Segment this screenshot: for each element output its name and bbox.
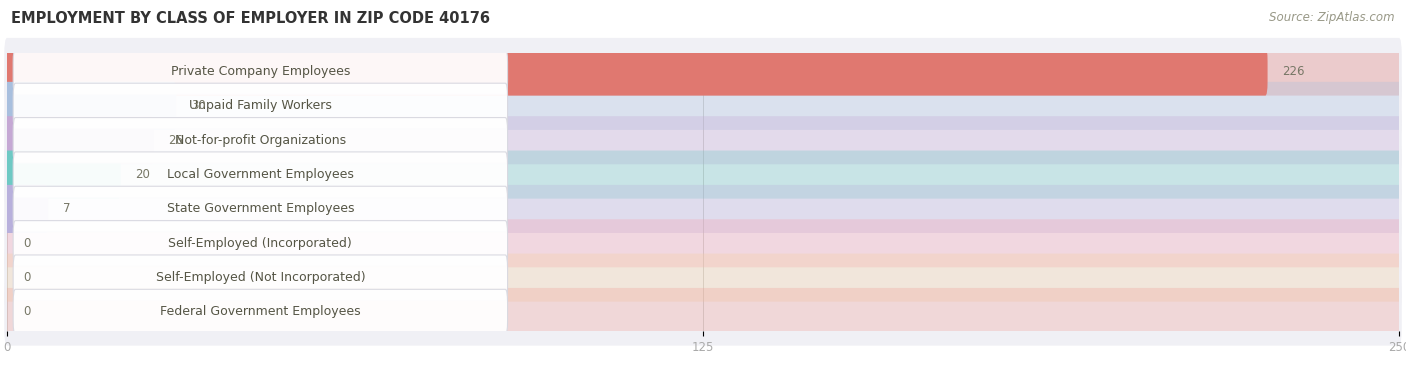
FancyBboxPatch shape	[4, 38, 1402, 105]
Text: Federal Government Employees: Federal Government Employees	[160, 305, 361, 318]
Text: 26: 26	[169, 134, 184, 147]
FancyBboxPatch shape	[4, 72, 1402, 139]
Text: Not-for-profit Organizations: Not-for-profit Organizations	[174, 134, 346, 147]
Text: State Government Employees: State Government Employees	[167, 202, 354, 215]
Text: 0: 0	[24, 305, 31, 318]
Text: 226: 226	[1282, 65, 1305, 78]
FancyBboxPatch shape	[4, 150, 121, 199]
FancyBboxPatch shape	[4, 47, 1402, 96]
FancyBboxPatch shape	[13, 221, 508, 266]
Text: EMPLOYMENT BY CLASS OF EMPLOYER IN ZIP CODE 40176: EMPLOYMENT BY CLASS OF EMPLOYER IN ZIP C…	[11, 11, 491, 26]
Text: Self-Employed (Incorporated): Self-Employed (Incorporated)	[169, 237, 353, 250]
FancyBboxPatch shape	[4, 244, 1402, 311]
FancyBboxPatch shape	[4, 47, 1268, 96]
FancyBboxPatch shape	[13, 289, 508, 335]
Text: 0: 0	[24, 271, 31, 284]
FancyBboxPatch shape	[13, 83, 508, 129]
Text: Unpaid Family Workers: Unpaid Family Workers	[188, 99, 332, 112]
FancyBboxPatch shape	[4, 253, 1402, 302]
FancyBboxPatch shape	[4, 141, 1402, 208]
Text: 30: 30	[191, 99, 205, 112]
FancyBboxPatch shape	[4, 116, 155, 164]
Text: Local Government Employees: Local Government Employees	[167, 168, 354, 181]
FancyBboxPatch shape	[4, 278, 1402, 346]
FancyBboxPatch shape	[4, 116, 1402, 164]
Text: Private Company Employees: Private Company Employees	[170, 65, 350, 78]
FancyBboxPatch shape	[4, 150, 1402, 199]
FancyBboxPatch shape	[13, 255, 508, 300]
Text: 0: 0	[24, 237, 31, 250]
FancyBboxPatch shape	[4, 185, 48, 233]
FancyBboxPatch shape	[4, 210, 1402, 277]
FancyBboxPatch shape	[4, 185, 1402, 233]
FancyBboxPatch shape	[13, 152, 508, 197]
FancyBboxPatch shape	[4, 219, 1402, 267]
FancyBboxPatch shape	[4, 82, 1402, 130]
Text: Self-Employed (Not Incorporated): Self-Employed (Not Incorporated)	[156, 271, 366, 284]
FancyBboxPatch shape	[4, 288, 1402, 336]
FancyBboxPatch shape	[4, 175, 1402, 243]
Text: 20: 20	[135, 168, 150, 181]
FancyBboxPatch shape	[13, 118, 508, 163]
Text: 7: 7	[63, 202, 70, 215]
FancyBboxPatch shape	[4, 82, 176, 130]
Text: Source: ZipAtlas.com: Source: ZipAtlas.com	[1270, 11, 1395, 24]
FancyBboxPatch shape	[13, 49, 508, 94]
FancyBboxPatch shape	[13, 186, 508, 232]
FancyBboxPatch shape	[4, 106, 1402, 174]
